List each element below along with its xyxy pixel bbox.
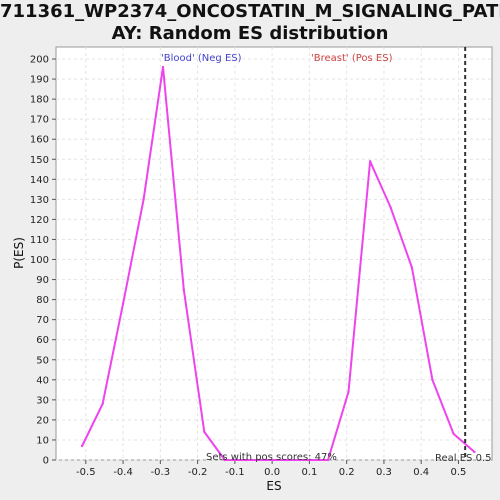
x-axis-label: ES <box>266 479 281 493</box>
y-tick-label: 120 <box>30 215 49 226</box>
y-tick-label: 100 <box>30 255 49 266</box>
x-tick-label: 0.1 <box>301 467 317 478</box>
chart-title-line-2: AY: Random ES distribution <box>111 23 389 44</box>
x-tick-label: -0.5 <box>76 467 96 478</box>
data-point <box>452 432 455 436</box>
data-point <box>203 430 206 434</box>
y-tick-label: 40 <box>36 375 49 386</box>
data-point <box>473 450 476 454</box>
data-point <box>244 458 248 462</box>
y-axis-label: P(ES) <box>12 237 26 269</box>
x-tick-label: -0.4 <box>113 467 133 478</box>
y-tick-label: 80 <box>36 295 49 306</box>
x-tick-label: 0.3 <box>376 467 392 478</box>
y-axis-ticks: 0 10 20 30 40 50 60 70 80 90 100 110 120 130 140 150 160… <box>30 55 56 467</box>
data-point <box>410 266 414 269</box>
y-tick-label: 20 <box>36 415 49 426</box>
data-point <box>182 288 186 291</box>
y-tick-label: 50 <box>36 355 49 366</box>
x-tick-label: -0.2 <box>188 467 208 478</box>
data-point <box>223 458 227 462</box>
y-tick-label: 150 <box>30 155 49 166</box>
x-tick-label: -0.1 <box>225 467 245 478</box>
y-tick-label: 140 <box>30 175 49 186</box>
data-point <box>265 458 268 462</box>
y-tick-label: 90 <box>36 275 49 286</box>
series-points <box>80 65 476 462</box>
y-tick-label: 160 <box>30 135 49 146</box>
x-tick-label: 0.2 <box>339 467 355 478</box>
data-point <box>326 458 330 462</box>
y-tick-label: 30 <box>36 395 49 406</box>
neg-es-label: 'Blood' (Neg ES) <box>161 53 242 64</box>
data-point <box>142 198 145 201</box>
series-line <box>81 66 476 461</box>
chart-title-line-1: 711361_WP2374_ONCOSTATIN_M_SIGNALING_PAT… <box>0 1 500 22</box>
x-axis-ticks: -0.5 -0.4 -0.3 -0.2 -0.1 0.0 0.1 0.2 0.3 0.4 0.5 <box>76 460 466 478</box>
data-point <box>389 206 392 209</box>
y-tick-label: 110 <box>30 235 49 246</box>
data-point <box>285 458 289 462</box>
y-tick-label: 130 <box>30 195 49 206</box>
data-point <box>347 390 350 394</box>
data-point <box>161 65 165 69</box>
y-tick-label: 10 <box>36 435 49 446</box>
data-point <box>121 302 125 305</box>
plot-area <box>55 46 493 461</box>
y-tick-label: 70 <box>36 315 49 326</box>
x-tick-label: 0.5 <box>451 467 467 478</box>
x-tick-label: 0.4 <box>413 467 429 478</box>
data-point <box>101 402 104 406</box>
data-point <box>431 378 434 382</box>
x-tick-label: 0.0 <box>264 467 280 478</box>
sets-pos-scores-text: Sets with pos scores: 47% <box>206 452 337 463</box>
data-point <box>368 160 372 163</box>
y-tick-label: 170 <box>30 115 49 126</box>
data-point <box>306 458 309 462</box>
y-tick-label: 60 <box>36 335 49 346</box>
y-tick-label: 0 <box>43 456 49 467</box>
y-tick-label: 180 <box>30 95 49 106</box>
data-point <box>80 444 84 448</box>
pos-es-label: 'Breast' (Pos ES) <box>311 53 393 64</box>
y-tick-label: 200 <box>30 55 49 66</box>
real-es-text: Real ES 0.5 <box>435 453 491 464</box>
grid-lines <box>56 47 492 461</box>
y-tick-label: 190 <box>30 75 49 86</box>
x-tick-label: -0.3 <box>151 467 171 478</box>
